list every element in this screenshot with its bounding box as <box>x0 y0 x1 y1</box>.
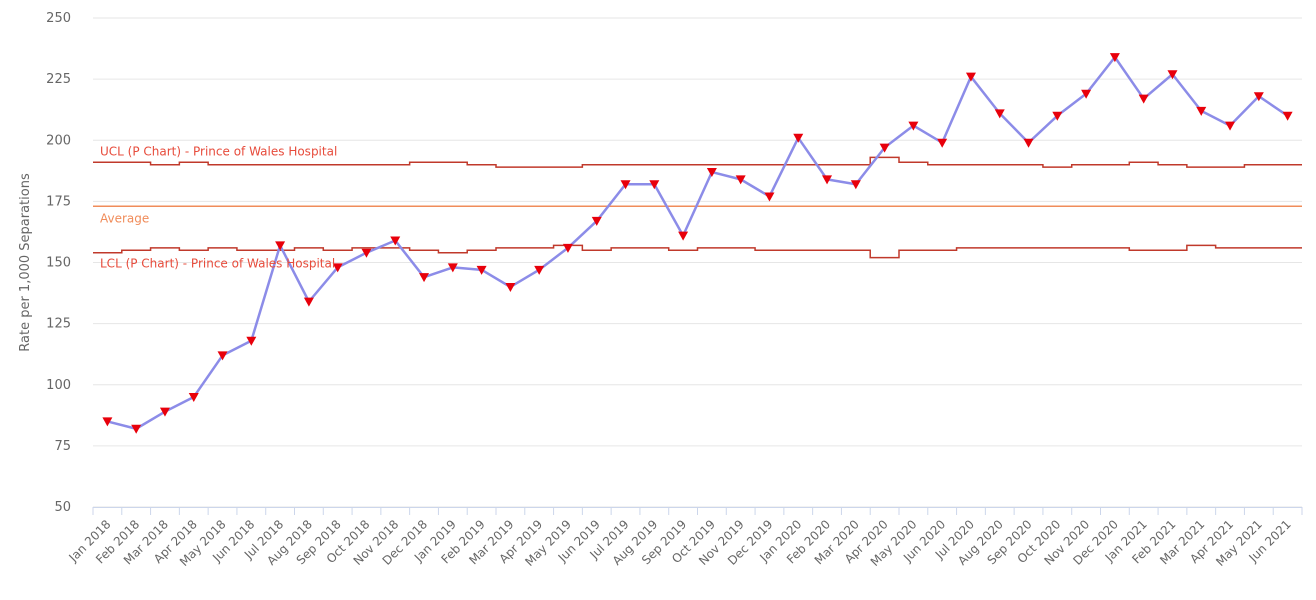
data-point-marker <box>159 407 170 417</box>
data-point-marker <box>419 273 430 283</box>
data-point-marker <box>735 175 746 185</box>
data-point-marker <box>1253 92 1264 102</box>
data-point-marker <box>534 265 545 275</box>
y-tick-label: 125 <box>46 317 71 332</box>
y-tick-label: 175 <box>46 194 71 209</box>
data-point-marker <box>1167 70 1178 80</box>
data-point-marker <box>188 392 199 402</box>
y-axis-title: Rate per 1,000 Separations <box>18 173 33 352</box>
data-point-marker <box>131 424 142 434</box>
data-point-marker <box>1138 94 1149 104</box>
data-point-marker <box>303 297 314 307</box>
y-tick-label: 50 <box>54 500 71 515</box>
data-point-marker <box>1196 106 1207 116</box>
data-point-marker <box>217 351 228 361</box>
data-point-marker <box>476 265 487 275</box>
y-tick-label: 150 <box>46 256 71 271</box>
data-point-marker <box>1225 121 1236 131</box>
data-point-marker <box>706 168 717 178</box>
data-point-marker <box>102 417 113 427</box>
data-point-marker <box>1282 111 1293 121</box>
data-point-marker <box>965 72 976 82</box>
data-point-marker <box>275 241 286 251</box>
data-point-marker <box>361 248 372 258</box>
data-point-marker <box>879 143 890 153</box>
average-label: Average <box>100 211 149 225</box>
data-point-marker <box>1109 53 1120 63</box>
ucl-line <box>93 156 1302 168</box>
data-point-marker <box>850 180 861 190</box>
limit-layer <box>93 156 1302 259</box>
data-series-line <box>107 55 1289 431</box>
data-point-marker <box>1052 111 1063 121</box>
data-point-marker <box>994 109 1005 119</box>
data-point-marker <box>764 192 775 202</box>
data-point-marker <box>1023 138 1034 148</box>
ucl-label: UCL (P Chart) - Prince of Wales Hospital <box>100 144 337 158</box>
data-point-marker <box>908 121 919 131</box>
data-point-marker <box>793 133 804 143</box>
data-point-marker <box>447 263 458 273</box>
y-tick-label: 200 <box>46 133 71 148</box>
data-point-marker <box>937 138 948 148</box>
label-layer: UCL (P Chart) - Prince of Wales Hospital… <box>100 144 337 270</box>
data-point-marker <box>390 236 401 246</box>
data-point-marker <box>505 282 516 292</box>
data-point-marker <box>1081 89 1092 99</box>
y-tick-label: 250 <box>46 11 71 26</box>
y-tick-label: 225 <box>46 72 71 87</box>
series-layer <box>102 53 1293 434</box>
data-point-marker <box>620 180 631 190</box>
data-point-marker <box>822 175 833 185</box>
y-tick-label: 100 <box>46 378 71 393</box>
data-point-marker <box>649 180 660 190</box>
data-point-marker <box>591 216 602 226</box>
data-point-marker <box>332 263 343 273</box>
lcl-label: LCL (P Chart) - Prince of Wales Hospital <box>100 257 335 271</box>
lcl-line <box>93 244 1302 259</box>
data-point-marker <box>678 231 689 241</box>
data-point-marker <box>562 243 573 253</box>
y-tick-label: 75 <box>54 439 71 454</box>
data-point-marker <box>246 336 257 346</box>
